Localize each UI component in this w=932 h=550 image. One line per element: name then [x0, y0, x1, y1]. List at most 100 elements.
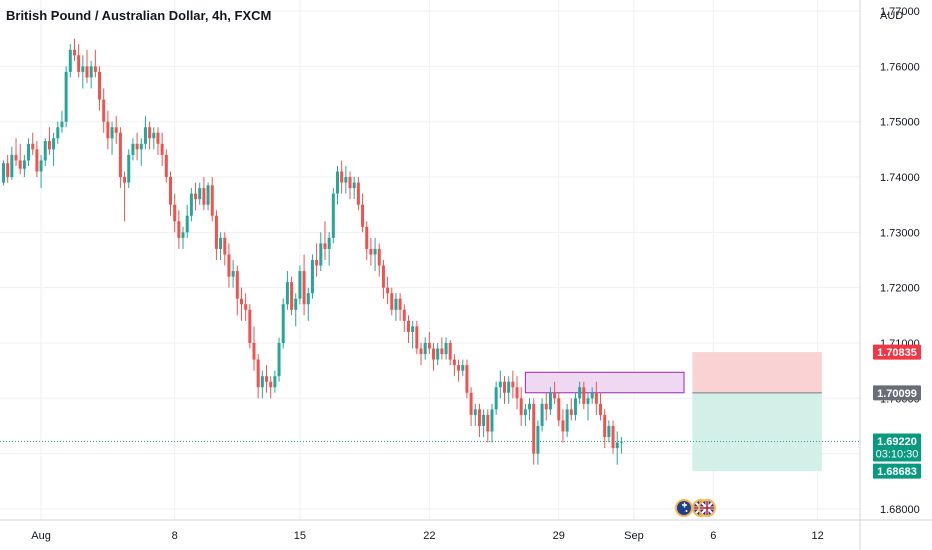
- candle-148: [620, 437, 623, 454]
- candle-8: [35, 141, 38, 177]
- candle-94: [394, 293, 397, 321]
- candle-body-120: [503, 382, 506, 393]
- candle-76: [319, 232, 322, 271]
- candle-body-63: [265, 376, 268, 382]
- candle-body-39: [165, 155, 168, 177]
- candle-body-50: [211, 185, 214, 215]
- candle-1: [6, 155, 9, 183]
- candle-body-16: [69, 50, 72, 72]
- candle-body-1: [6, 163, 9, 177]
- candle-62: [261, 371, 264, 399]
- event-icons[interactable]: [675, 499, 716, 517]
- candle-97: [407, 315, 410, 343]
- candle-123: [516, 376, 519, 409]
- candle-10: [44, 138, 47, 166]
- x-tick-label-4: 29: [553, 530, 565, 542]
- candle-body-64: [269, 382, 272, 388]
- candle-body-70: [294, 299, 297, 310]
- candle-body-118: [495, 387, 498, 409]
- candle-body-105: [440, 349, 443, 355]
- australia-flag-icon[interactable]: [675, 499, 693, 517]
- candle-19: [81, 55, 84, 88]
- candle-body-32: [136, 144, 139, 150]
- candle-105: [440, 337, 443, 359]
- candle-body-135: [566, 409, 569, 431]
- candle-body-96: [403, 310, 406, 321]
- candle-body-3: [15, 155, 18, 161]
- x-tick-label-5: Sep: [624, 530, 644, 542]
- candle-69: [290, 277, 293, 316]
- candle-body-133: [557, 398, 560, 420]
- price-label-target: 1.68683: [873, 464, 921, 479]
- candle-91: [382, 260, 385, 299]
- candle-121: [507, 376, 510, 404]
- candle-70: [294, 293, 297, 326]
- candle-body-35: [148, 127, 151, 138]
- candle-body-95: [399, 299, 402, 310]
- candle-body-42: [177, 221, 180, 238]
- candle-body-127: [532, 404, 535, 454]
- candle-body-18: [77, 55, 80, 72]
- candle-37: [156, 127, 159, 155]
- candle-22: [94, 50, 97, 78]
- candle-body-60: [253, 343, 256, 360]
- candle-body-76: [319, 243, 322, 265]
- candle-body-147: [616, 443, 619, 449]
- candle-111: [465, 360, 468, 399]
- candle-48: [202, 177, 205, 210]
- time-axis[interactable]: Aug 8 15 22 29 Sep 6 12: [31, 530, 823, 542]
- candle-body-30: [127, 155, 130, 183]
- candle-137: [574, 393, 577, 421]
- candle-body-130: [545, 404, 548, 410]
- candle-112: [470, 387, 473, 426]
- candle-100: [420, 343, 423, 365]
- candle-43: [182, 227, 185, 249]
- candle-body-82: [344, 177, 347, 183]
- candle-body-28: [119, 133, 122, 177]
- price-chart[interactable]: 1.680001.690001.700001.710001.720001.730…: [0, 0, 932, 550]
- candle-145: [607, 420, 610, 442]
- candle-30: [127, 149, 130, 188]
- candle-body-34: [144, 127, 147, 144]
- candle-body-145: [607, 426, 610, 437]
- candle-body-142: [595, 393, 598, 404]
- candle-55: [232, 260, 235, 288]
- candle-body-27: [115, 127, 118, 133]
- candle-body-115: [482, 415, 485, 426]
- candle-body-73: [307, 293, 310, 304]
- candle-135: [566, 404, 569, 437]
- candle-body-86: [361, 205, 364, 227]
- candle-134: [561, 409, 564, 442]
- candle-15: [65, 66, 68, 127]
- candle-114: [478, 404, 481, 437]
- candle-body-144: [603, 415, 606, 437]
- candle-body-81: [340, 171, 343, 182]
- candle-body-29: [123, 177, 126, 183]
- candle-body-9: [40, 160, 43, 171]
- candle-body-91: [382, 266, 385, 288]
- candle-88: [369, 238, 372, 266]
- y-tick-label-4: 1.72000: [880, 283, 920, 295]
- candle-25: [106, 111, 109, 150]
- uk-flag-icon-2[interactable]: [698, 499, 716, 517]
- candle-146: [612, 420, 615, 453]
- candle-99: [415, 321, 418, 354]
- candle-122: [511, 371, 514, 399]
- candle-28: [119, 127, 122, 188]
- candle-body-8: [35, 149, 38, 171]
- candle-body-140: [587, 398, 590, 404]
- candle-74: [311, 254, 314, 298]
- candle-0: [2, 160, 5, 185]
- candle-body-116: [486, 415, 489, 432]
- candle-24: [102, 89, 105, 133]
- candle-67: [282, 299, 285, 349]
- candle-85: [357, 177, 360, 210]
- candle-147: [616, 431, 619, 464]
- candle-body-43: [182, 232, 185, 238]
- candle-body-101: [424, 343, 427, 354]
- candle-body-89: [374, 249, 377, 255]
- candle-63: [265, 365, 268, 393]
- candle-77: [323, 221, 326, 260]
- candle-3: [15, 138, 18, 166]
- candle-body-75: [315, 260, 318, 266]
